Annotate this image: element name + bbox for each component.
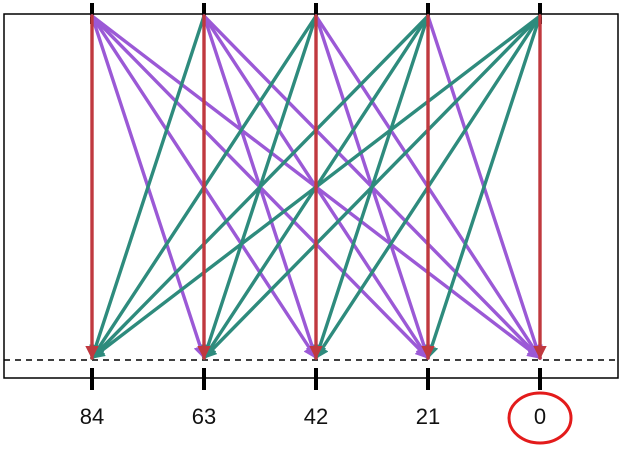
column-label-0: 0 [534, 404, 546, 429]
column-label-42: 42 [304, 404, 328, 429]
column-label-21: 21 [416, 404, 440, 429]
column-ticks [90, 3, 542, 390]
highlight-circle [507, 391, 573, 445]
arrow-21-to-84 [90, 14, 430, 360]
column-label-84: 84 [80, 404, 104, 429]
transition-arrows [85, 14, 547, 360]
arrow-0-to-21 [425, 14, 542, 360]
column-label-63: 63 [192, 404, 216, 429]
arrow-0-to-63 [202, 14, 542, 360]
diagram-frame [3, 13, 619, 379]
column-labels: 84 63 42 21 0 [80, 404, 546, 429]
arrow-63-to-84 [89, 14, 206, 360]
